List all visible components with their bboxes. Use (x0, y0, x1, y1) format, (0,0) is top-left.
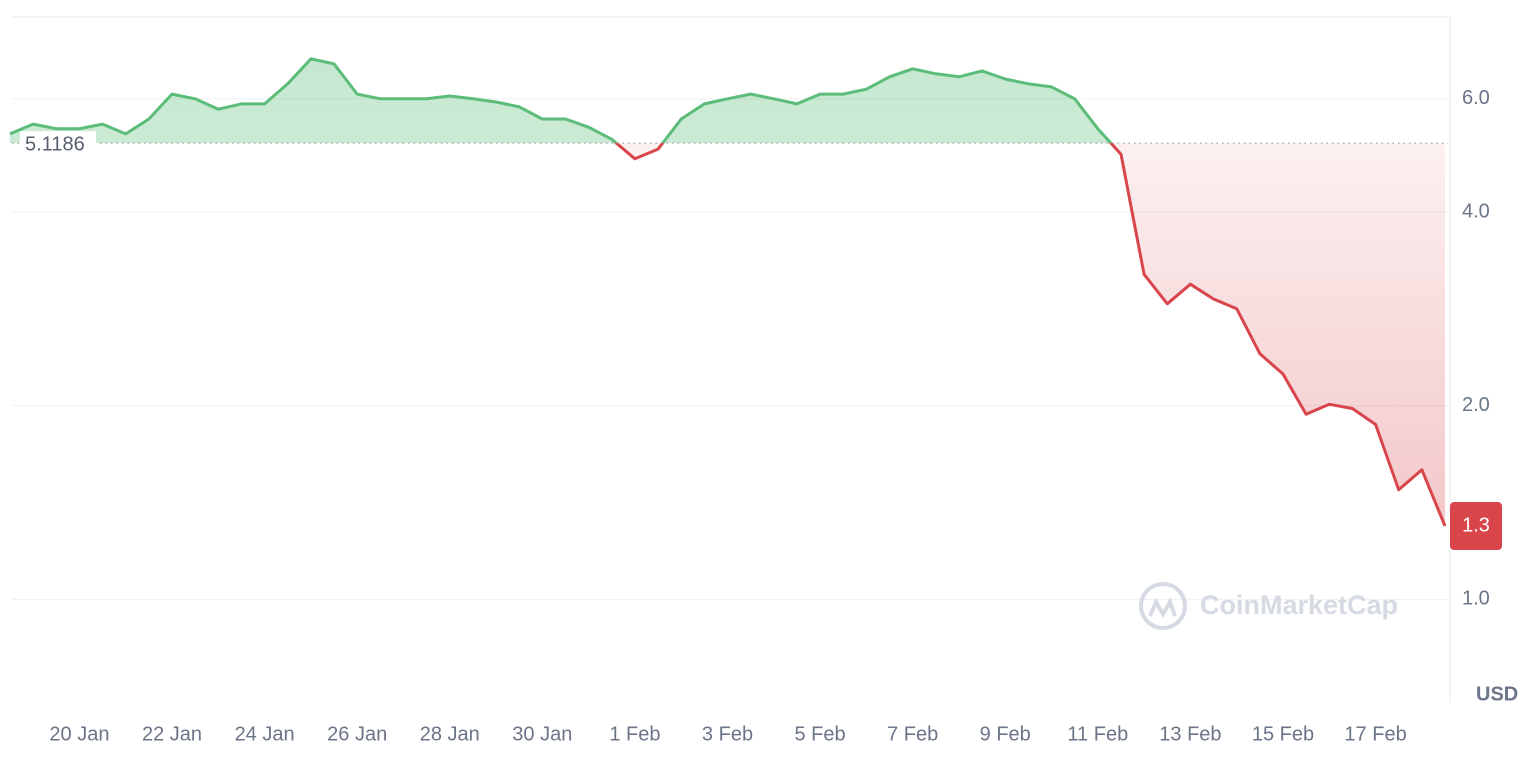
price-line-up (9, 57, 1113, 144)
current-price-label: 1.3 (1462, 514, 1490, 536)
watermark-text: CoinMarketCap (1200, 590, 1398, 620)
area-down (10, 143, 1445, 526)
y-tick-label: 2.0 (1462, 394, 1490, 416)
x-tick-label: 1 Feb (609, 723, 660, 745)
x-tick-label: 26 Jan (327, 723, 387, 745)
axis-unit: USD (1476, 683, 1518, 705)
x-tick-label: 7 Feb (887, 723, 938, 745)
x-tick-label: 3 Feb (702, 723, 753, 745)
x-tick-label: 17 Feb (1344, 723, 1406, 745)
price-line-down (614, 143, 1447, 527)
x-tick-label: 5 Feb (795, 723, 846, 745)
x-tick-label: 11 Feb (1067, 723, 1128, 745)
x-tick-label: 9 Feb (980, 723, 1031, 745)
y-tick-label: 6.0 (1462, 87, 1490, 109)
x-tick-label: 13 Feb (1159, 723, 1221, 745)
x-tick-label: 30 Jan (512, 723, 572, 745)
watermark: CoinMarketCap (1139, 582, 1398, 630)
x-tick-label: 24 Jan (235, 723, 295, 745)
area-up (10, 58, 1111, 144)
x-tick-label: 28 Jan (420, 723, 480, 745)
y-tick-label: 4.0 (1462, 200, 1490, 222)
x-tick-label: 20 Jan (49, 723, 109, 745)
baseline-label-bg (20, 131, 96, 156)
baseline-label: 5.1186 (25, 133, 85, 155)
current-price-badge (1450, 502, 1502, 551)
x-tick-label: 22 Jan (142, 723, 202, 745)
x-tick-label: 15 Feb (1252, 723, 1314, 745)
y-tick-label: 1.0 (1462, 588, 1490, 610)
